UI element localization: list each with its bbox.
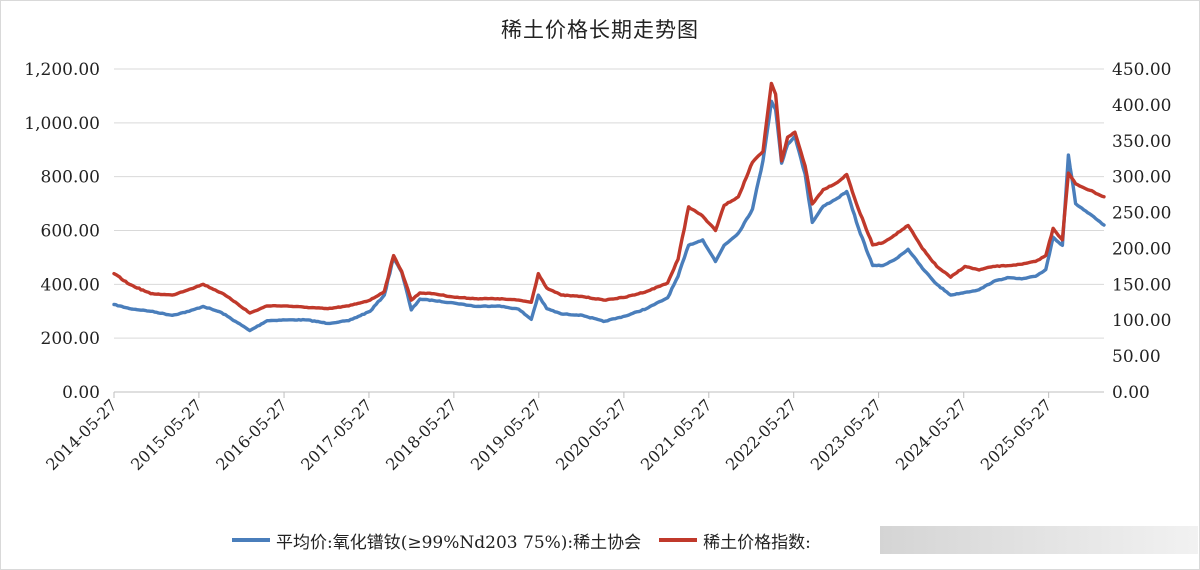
- legend-label-series-2: 稀土价格指数:: [703, 532, 811, 553]
- x-tick-label: 2023-05-27: [807, 395, 886, 474]
- y-left-tick-label: 400.00: [41, 275, 100, 295]
- legend-swatch-series-1: [232, 538, 270, 542]
- legend-label-series-1: 平均价:氧化镨钕(≥99%Nd203 75%):稀土协会: [276, 532, 642, 553]
- x-tick-label: 2014-05-27: [42, 395, 121, 474]
- y-left-tick-label: 200.00: [41, 329, 100, 349]
- y-right-tick-label: 200.00: [1112, 239, 1171, 259]
- series-line-2: [112, 81, 1106, 315]
- legend-item-series-2: 稀土价格指数:: [659, 528, 811, 553]
- x-tick-label: 2017-05-27: [297, 395, 376, 474]
- y-right-tick-label: 50.00: [1112, 347, 1161, 367]
- x-tick-label: 2022-05-27: [722, 395, 801, 474]
- y-right-tick-label: 300.00: [1112, 168, 1171, 188]
- x-tick-label: 2016-05-27: [212, 395, 291, 474]
- legend-item-series-1: 平均价:氧化镨钕(≥99%Nd203 75%):稀土协会: [232, 528, 641, 553]
- y-left-tick-label: 600.00: [41, 222, 100, 242]
- y-right-tick-label: 250.00: [1112, 204, 1171, 224]
- y-left-tick-label: 1,000.00: [24, 114, 100, 134]
- y-right-tick-label: 100.00: [1112, 311, 1171, 331]
- x-tick-label: 2019-05-27: [467, 395, 546, 474]
- y-right-tick-label: 0.00: [1112, 383, 1150, 403]
- x-tick-label: 2015-05-27: [127, 395, 206, 474]
- y-right-tick-label: 150.00: [1112, 275, 1171, 295]
- legend-redaction-overlay: [880, 526, 1198, 554]
- legend-swatch-series-2: [659, 538, 698, 542]
- series-line-1: [112, 99, 1106, 333]
- x-tick-label: 2021-05-27: [637, 395, 716, 474]
- x-tick-label: 2025-05-27: [977, 395, 1056, 474]
- chart-title: 稀土价格长期走势图: [501, 18, 699, 42]
- x-tick-label: 2020-05-27: [552, 395, 631, 474]
- x-tick-label: 2018-05-27: [382, 395, 461, 474]
- y-right-tick-label: 350.00: [1112, 132, 1171, 152]
- y-left-tick-label: 0.00: [62, 383, 100, 403]
- y-right-tick-label: 450.00: [1112, 60, 1171, 80]
- x-tick-label: 2024-05-27: [892, 395, 971, 474]
- y-left-tick-label: 800.00: [41, 168, 100, 188]
- legend: 平均价:氧化镨钕(≥99%Nd203 75%):稀土协会 稀土价格指数:: [232, 527, 829, 553]
- y-right-tick-label: 400.00: [1112, 96, 1171, 116]
- y-left-tick-label: 1,200.00: [24, 60, 100, 80]
